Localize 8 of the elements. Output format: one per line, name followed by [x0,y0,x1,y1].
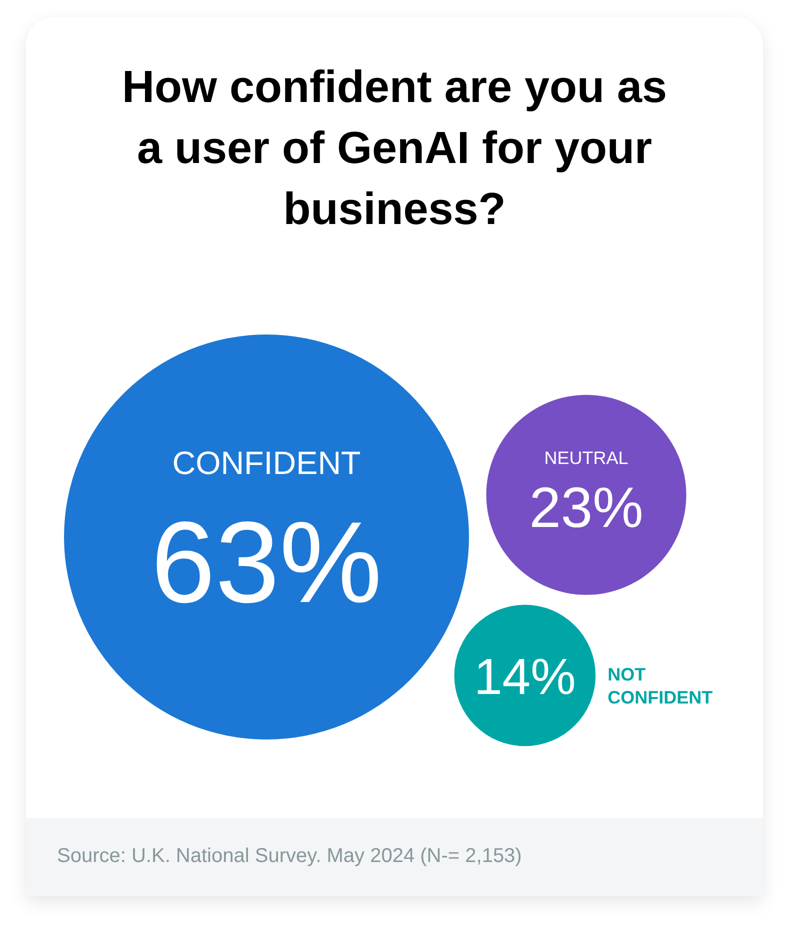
source-note: Source: U.K. National Survey. May 2024 (N-= 2,153) [57,844,523,868]
category-label: CONFIDENT [172,445,361,482]
category-label: NOT CONFIDENT [608,664,713,708]
data-label: 63% [151,498,382,627]
category-label: NEUTRAL [544,448,628,468]
data-label: 23% [529,476,644,540]
data-label: 14% [474,648,576,705]
text: How confident are you as a user of GenAI for your business? [122,61,668,234]
